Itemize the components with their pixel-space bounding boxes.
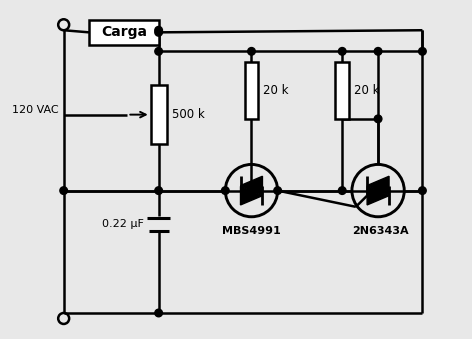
Polygon shape <box>367 186 389 205</box>
Text: 20 k: 20 k <box>263 84 289 97</box>
Text: 120 VAC: 120 VAC <box>12 105 59 115</box>
Polygon shape <box>241 186 262 205</box>
Circle shape <box>155 309 162 317</box>
Circle shape <box>338 47 346 55</box>
Circle shape <box>248 187 255 194</box>
Circle shape <box>374 187 382 194</box>
Polygon shape <box>367 176 389 195</box>
Circle shape <box>155 26 162 34</box>
Circle shape <box>419 187 426 194</box>
Text: 500 k: 500 k <box>172 108 204 121</box>
Text: MBS4991: MBS4991 <box>222 226 281 236</box>
Circle shape <box>248 47 255 55</box>
FancyBboxPatch shape <box>89 20 159 45</box>
Circle shape <box>60 187 67 194</box>
Circle shape <box>374 47 382 55</box>
Circle shape <box>338 187 346 194</box>
FancyBboxPatch shape <box>151 85 167 144</box>
Text: Carga: Carga <box>101 25 147 39</box>
Text: 0.22 μF: 0.22 μF <box>102 219 143 230</box>
Text: 2N6343A: 2N6343A <box>352 226 408 236</box>
Text: 20 k: 20 k <box>354 84 379 97</box>
Circle shape <box>221 187 229 194</box>
Circle shape <box>374 115 382 123</box>
Circle shape <box>274 187 281 194</box>
FancyBboxPatch shape <box>244 62 258 119</box>
Polygon shape <box>241 176 262 195</box>
Circle shape <box>155 187 162 194</box>
Circle shape <box>155 47 162 55</box>
Circle shape <box>419 47 426 55</box>
Circle shape <box>155 28 162 36</box>
FancyBboxPatch shape <box>336 62 349 119</box>
